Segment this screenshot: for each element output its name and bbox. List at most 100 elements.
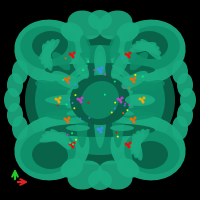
Circle shape: [124, 103, 126, 105]
Circle shape: [87, 61, 89, 63]
Circle shape: [80, 100, 83, 104]
Circle shape: [132, 78, 134, 82]
Circle shape: [78, 98, 82, 102]
Ellipse shape: [111, 91, 133, 101]
Circle shape: [115, 131, 117, 133]
Ellipse shape: [172, 116, 188, 140]
Ellipse shape: [4, 88, 20, 112]
Circle shape: [57, 98, 60, 102]
Circle shape: [132, 80, 136, 84]
Ellipse shape: [66, 108, 90, 116]
Ellipse shape: [67, 82, 89, 94]
Ellipse shape: [61, 22, 83, 42]
Circle shape: [120, 97, 124, 99]
Ellipse shape: [111, 82, 133, 94]
Circle shape: [98, 129, 102, 132]
Circle shape: [66, 120, 70, 123]
Ellipse shape: [71, 52, 89, 79]
Circle shape: [70, 53, 74, 56]
Ellipse shape: [141, 80, 165, 92]
Ellipse shape: [45, 108, 155, 122]
Ellipse shape: [81, 81, 119, 119]
Circle shape: [66, 103, 68, 105]
Circle shape: [75, 139, 77, 141]
Ellipse shape: [42, 133, 70, 141]
Circle shape: [134, 116, 136, 119]
Ellipse shape: [61, 158, 83, 178]
Ellipse shape: [111, 73, 133, 87]
Circle shape: [73, 107, 75, 109]
Ellipse shape: [39, 39, 60, 60]
Circle shape: [122, 112, 124, 114]
Ellipse shape: [111, 52, 129, 79]
Ellipse shape: [110, 20, 186, 84]
Circle shape: [64, 117, 66, 120]
Circle shape: [76, 98, 80, 100]
Ellipse shape: [12, 116, 28, 140]
Ellipse shape: [43, 40, 51, 68]
Ellipse shape: [121, 71, 148, 89]
Ellipse shape: [7, 103, 23, 127]
Circle shape: [62, 79, 64, 81]
Circle shape: [74, 84, 76, 86]
Ellipse shape: [70, 75, 130, 125]
Circle shape: [57, 105, 59, 107]
Ellipse shape: [35, 80, 59, 92]
Circle shape: [128, 51, 132, 54]
Ellipse shape: [67, 91, 89, 101]
Circle shape: [132, 120, 136, 123]
Ellipse shape: [125, 94, 155, 106]
Circle shape: [72, 51, 76, 54]
Ellipse shape: [45, 63, 155, 77]
Ellipse shape: [129, 42, 156, 53]
Ellipse shape: [67, 73, 89, 87]
Circle shape: [72, 143, 74, 145]
Circle shape: [128, 104, 130, 106]
Ellipse shape: [108, 35, 120, 59]
Ellipse shape: [93, 52, 107, 148]
Ellipse shape: [32, 141, 68, 169]
Circle shape: [130, 117, 132, 120]
Circle shape: [104, 73, 106, 75]
Circle shape: [71, 132, 73, 134]
Ellipse shape: [177, 73, 193, 97]
Ellipse shape: [136, 41, 161, 55]
Circle shape: [140, 98, 144, 102]
Circle shape: [114, 102, 116, 104]
Ellipse shape: [111, 52, 125, 148]
Circle shape: [127, 144, 130, 146]
Ellipse shape: [124, 26, 180, 70]
Ellipse shape: [129, 129, 150, 150]
Ellipse shape: [20, 26, 76, 70]
Circle shape: [67, 134, 69, 136]
Ellipse shape: [172, 60, 188, 84]
Ellipse shape: [75, 52, 89, 148]
Circle shape: [82, 69, 84, 71]
Ellipse shape: [177, 103, 193, 127]
Circle shape: [72, 55, 74, 58]
Circle shape: [116, 98, 120, 100]
Ellipse shape: [110, 125, 134, 131]
Circle shape: [128, 87, 130, 89]
Circle shape: [134, 76, 136, 79]
Circle shape: [72, 142, 76, 144]
Circle shape: [74, 94, 76, 96]
Circle shape: [124, 52, 128, 55]
Ellipse shape: [14, 20, 90, 84]
Circle shape: [120, 100, 122, 104]
Circle shape: [98, 68, 102, 72]
Circle shape: [100, 71, 102, 73]
Circle shape: [68, 81, 70, 83]
Circle shape: [111, 111, 113, 113]
Ellipse shape: [117, 22, 139, 42]
Circle shape: [142, 97, 146, 99]
Circle shape: [87, 102, 89, 104]
Circle shape: [124, 142, 128, 146]
Ellipse shape: [97, 160, 133, 190]
Circle shape: [117, 136, 119, 138]
Ellipse shape: [25, 35, 175, 165]
Circle shape: [130, 77, 132, 80]
Circle shape: [72, 102, 74, 104]
Circle shape: [101, 66, 104, 70]
Ellipse shape: [133, 130, 141, 158]
